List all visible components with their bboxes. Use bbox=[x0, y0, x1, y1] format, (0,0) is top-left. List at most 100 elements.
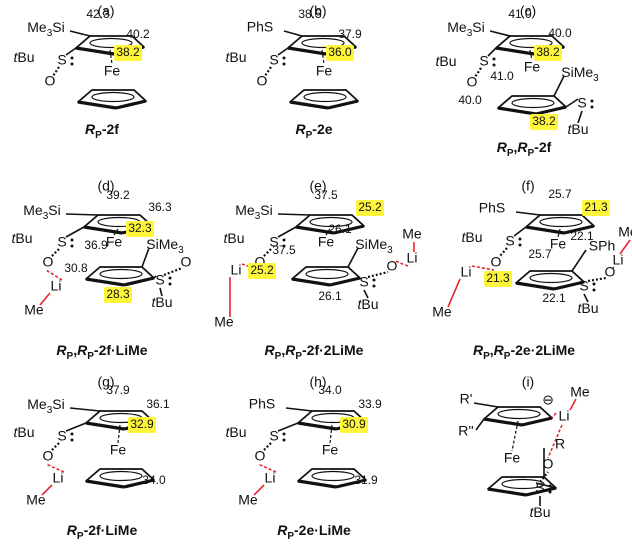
cp-ring-bottom-front-edge bbox=[487, 487, 527, 497]
text-segment: -2f bbox=[102, 121, 119, 137]
atom-label: tBu bbox=[223, 230, 244, 246]
text-segment: t bbox=[577, 300, 582, 316]
atom-label: tBu bbox=[225, 424, 246, 440]
cp-ring-bottom-front-edge bbox=[497, 106, 537, 116]
shift-value: 38.2 bbox=[532, 114, 556, 128]
text-segment: P bbox=[306, 130, 313, 141]
atom-label: S bbox=[577, 95, 586, 111]
highlight bbox=[104, 287, 132, 303]
lone-pair-dot bbox=[70, 56, 74, 60]
text-segment: 3 bbox=[47, 405, 53, 416]
atom-label: PhS bbox=[247, 19, 273, 35]
atom-label: S bbox=[57, 428, 66, 444]
text-segment: 3 bbox=[467, 28, 473, 39]
compound-caption: RP-2e bbox=[295, 121, 332, 141]
lone-pair-dot bbox=[590, 105, 594, 109]
panel-label: (a) bbox=[97, 3, 114, 19]
panel-label: (h) bbox=[309, 374, 326, 390]
bond bbox=[65, 213, 99, 216]
text-segment: R bbox=[295, 121, 306, 137]
shift-value: 36.3 bbox=[148, 200, 172, 214]
text-segment: t bbox=[357, 296, 362, 312]
bond bbox=[277, 213, 311, 216]
lone-pair-dot bbox=[282, 244, 286, 248]
atom-label: Li bbox=[461, 264, 472, 280]
atom-label: tBu bbox=[435, 53, 456, 69]
text-segment: Bu bbox=[229, 424, 246, 440]
atom-label: S bbox=[359, 274, 368, 290]
cp-ring-top-inner bbox=[497, 408, 541, 420]
shift-value: 37.9 bbox=[106, 383, 130, 397]
atom-label: tBu bbox=[225, 49, 246, 65]
atom-label: Me3Si bbox=[23, 202, 60, 222]
text-segment: Bu bbox=[361, 296, 378, 312]
lone-pair-dot bbox=[70, 438, 74, 442]
fe-ring-bond bbox=[329, 424, 333, 444]
bond bbox=[141, 247, 150, 268]
bond bbox=[163, 266, 183, 277]
panel-label: (e) bbox=[309, 178, 326, 194]
cp-ring-top-inner bbox=[301, 37, 345, 49]
cp-ring-bottom-front-edge bbox=[289, 100, 329, 110]
shift-value: 36.0 bbox=[328, 45, 352, 59]
lone-pair-dot bbox=[70, 62, 74, 66]
fe-ring-bond bbox=[557, 228, 561, 238]
text-segment: SiMe bbox=[355, 236, 387, 252]
atom-label: S bbox=[269, 234, 278, 250]
text-segment: t bbox=[225, 49, 230, 65]
atom-label: Li bbox=[613, 252, 624, 268]
atom-label: tBu bbox=[577, 300, 598, 316]
bond bbox=[571, 249, 587, 272]
text-segment: R bbox=[85, 121, 96, 137]
li-o-contact bbox=[45, 269, 63, 281]
cp-ring-bottom-inner bbox=[529, 272, 573, 284]
text-segment: P bbox=[275, 351, 282, 362]
atom-label: Me bbox=[238, 492, 258, 508]
text-segment: SiMe bbox=[146, 236, 178, 252]
lone-pair-dot bbox=[548, 490, 552, 494]
lone-pair-dot bbox=[282, 438, 286, 442]
atom-label: Fe bbox=[316, 63, 333, 79]
text-segment: R bbox=[497, 139, 508, 155]
compound-caption: RP,RP-2f bbox=[497, 139, 552, 159]
shift-value: 25.2 bbox=[358, 200, 382, 214]
text-segment: t bbox=[151, 294, 156, 310]
text-segment: -2f·LiMe bbox=[94, 342, 148, 358]
bond bbox=[153, 275, 157, 279]
atom-label: S bbox=[269, 52, 278, 68]
panel-label: (c) bbox=[520, 3, 536, 19]
text-segment: -2e·LiMe bbox=[294, 522, 351, 538]
shift-value: 40.2 bbox=[126, 27, 150, 41]
text-segment: t bbox=[13, 424, 18, 440]
atom-label: tBu bbox=[11, 230, 32, 246]
fe-ring-bond bbox=[117, 424, 121, 444]
cp-ring-top-front-edge bbox=[83, 225, 123, 235]
atom-label: Me3Si bbox=[27, 19, 64, 39]
atom-label: S bbox=[505, 233, 514, 249]
text-segment: P bbox=[77, 531, 84, 542]
text-segment: t bbox=[435, 53, 440, 69]
text-segment: Me bbox=[235, 202, 255, 218]
li-o-contact bbox=[547, 424, 563, 459]
lone-pair-dot bbox=[372, 278, 376, 282]
cp-ring-bottom-front-edge bbox=[85, 277, 125, 287]
cp-ring-bottom-inner bbox=[311, 470, 355, 482]
shift-value: 38.5 bbox=[298, 7, 322, 21]
cp-ring-bottom-front-edge bbox=[525, 486, 557, 497]
shift-value: 38.2 bbox=[536, 45, 560, 59]
text-segment: R bbox=[285, 342, 296, 358]
text-segment: P bbox=[483, 351, 490, 362]
text-segment: R bbox=[517, 139, 528, 155]
text-segment: Bu bbox=[465, 229, 482, 245]
highlight bbox=[126, 221, 154, 237]
compound-caption: RP-2e·LiMe bbox=[277, 522, 351, 542]
bond bbox=[535, 482, 557, 489]
compound-caption: RP,RP-2f·LiMe bbox=[56, 342, 147, 362]
shift-value: 30.9 bbox=[342, 417, 366, 431]
atom-label: Li bbox=[53, 470, 64, 486]
text-segment: Bu bbox=[155, 294, 172, 310]
text-segment: t bbox=[13, 49, 18, 65]
atom-label: O bbox=[43, 448, 54, 464]
li-me-bond bbox=[253, 484, 265, 496]
